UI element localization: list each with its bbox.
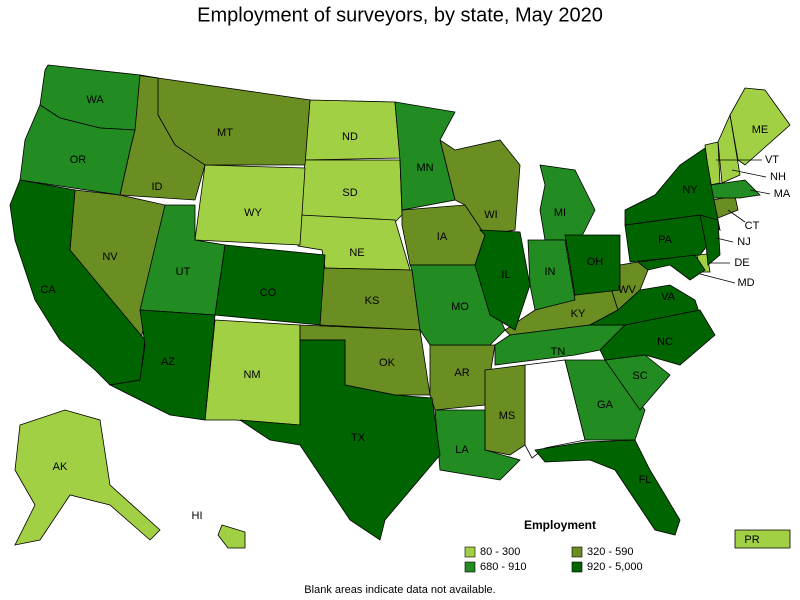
state-label: MI xyxy=(554,207,566,219)
state-label: WV xyxy=(618,284,636,296)
state xyxy=(484,364,526,456)
state-label: MN xyxy=(416,162,433,174)
state xyxy=(434,409,521,481)
state-label: SD xyxy=(342,187,357,199)
state-label: TN xyxy=(551,346,566,358)
state xyxy=(539,164,596,241)
state xyxy=(599,309,716,366)
state xyxy=(194,164,306,246)
state-label: PR xyxy=(744,534,759,546)
state-label: CO xyxy=(260,287,277,299)
state-label: MT xyxy=(217,127,233,139)
state xyxy=(474,229,531,331)
state xyxy=(214,244,326,326)
state xyxy=(9,179,146,386)
state-label: NY xyxy=(682,184,698,196)
state-label: IN xyxy=(545,266,556,278)
state-label: IA xyxy=(437,231,448,243)
state-label: MO xyxy=(451,301,469,313)
state-label: VA xyxy=(661,291,676,303)
state-label: NJ xyxy=(737,236,750,248)
state-label: CT xyxy=(745,220,760,232)
legend-label: 80 - 300 xyxy=(480,546,520,558)
state-label: FL xyxy=(639,474,652,486)
state-label: KY xyxy=(571,308,586,320)
state-label: AZ xyxy=(161,356,175,368)
state xyxy=(637,254,706,281)
leader-line xyxy=(731,169,767,178)
state xyxy=(534,439,681,536)
legend-label: 920 - 5,000 xyxy=(587,561,643,573)
state-label: NE xyxy=(349,247,364,259)
state-label: ID xyxy=(152,181,163,193)
state xyxy=(527,239,576,311)
state-label: ME xyxy=(752,124,769,136)
state xyxy=(699,214,721,266)
state-label: DE xyxy=(734,257,749,269)
state-label: WA xyxy=(86,94,104,106)
state-label: AR xyxy=(454,367,469,379)
leader-line xyxy=(727,209,746,223)
state-label: WI xyxy=(484,209,497,221)
legend-label: 680 - 910 xyxy=(480,561,526,573)
state xyxy=(564,234,621,296)
state xyxy=(734,529,791,549)
state-label: UT xyxy=(176,266,191,278)
leader-line xyxy=(715,237,734,243)
state-label: NH xyxy=(770,171,786,183)
state-label: SC xyxy=(632,370,647,382)
state-label: NV xyxy=(102,251,118,263)
state xyxy=(394,101,456,211)
state-label: AK xyxy=(53,461,68,473)
state xyxy=(717,113,741,184)
state-label: VT xyxy=(765,154,779,166)
state-label: LA xyxy=(455,444,469,456)
state xyxy=(239,339,441,541)
state xyxy=(14,409,161,546)
state xyxy=(19,104,136,196)
state-label: CA xyxy=(40,284,56,296)
state-label: PA xyxy=(658,234,673,246)
state-label: HI xyxy=(192,510,203,522)
state xyxy=(108,309,216,421)
state xyxy=(624,147,721,231)
legend-title: Employment xyxy=(524,518,596,532)
state xyxy=(564,359,646,441)
note: Blank areas indicate data not available. xyxy=(304,584,495,596)
legend-swatch xyxy=(571,546,583,558)
leader-line xyxy=(749,189,771,195)
leader-line xyxy=(699,273,736,284)
state-label: MA xyxy=(774,188,791,200)
state-label: GA xyxy=(597,399,614,411)
state-label: NC xyxy=(657,336,673,348)
state-label: MD xyxy=(737,277,754,289)
state-label: IL xyxy=(501,269,510,281)
legend-swatch xyxy=(464,546,476,558)
state-label: ND xyxy=(342,131,358,143)
state-label: NM xyxy=(243,369,260,381)
legend-swatch xyxy=(464,561,476,573)
state-label: TX xyxy=(351,432,366,444)
map-title: Employment of surveyors, by state, May 2… xyxy=(197,4,603,26)
legend-label: 320 - 590 xyxy=(587,546,633,558)
state xyxy=(217,524,246,549)
legend-swatch xyxy=(571,561,583,573)
state-label: OR xyxy=(70,154,87,166)
state-label: MS xyxy=(499,410,516,422)
state-label: OH xyxy=(587,256,604,268)
state-label: OK xyxy=(379,357,396,369)
state-label: KS xyxy=(365,295,380,307)
state-label: WY xyxy=(244,207,262,219)
